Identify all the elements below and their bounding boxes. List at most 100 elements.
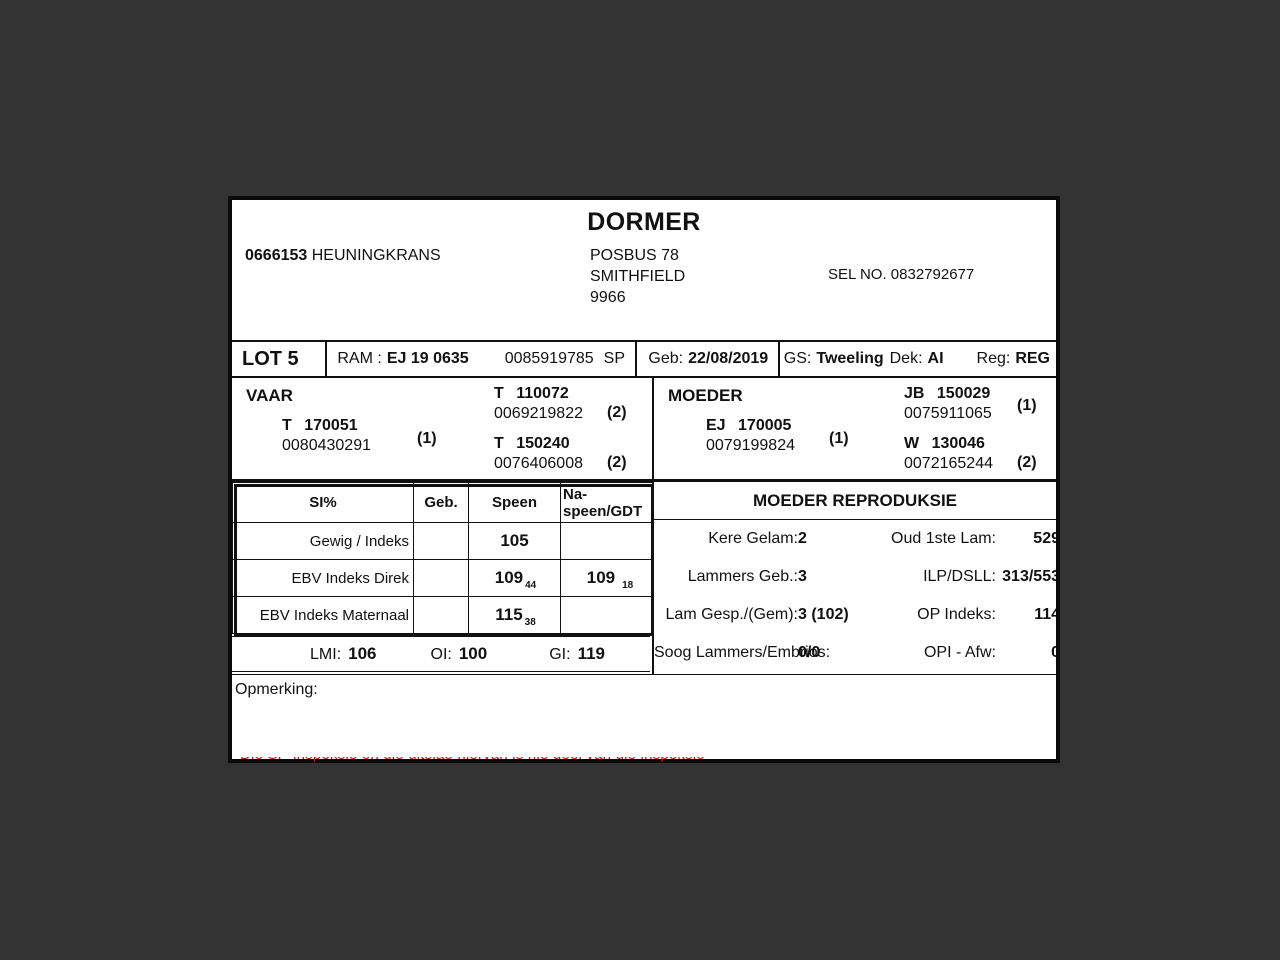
birth-status-cell: GS: Tweeling Dek: AI Reg: REG: [780, 342, 1056, 376]
animal-pedigree-card: DORMER 0666153 HEUNINGKRANS POSBUS 78 SM…: [228, 196, 1060, 763]
ram-label: RAM :: [337, 350, 382, 367]
op-indeks-label: OP Indeks:: [917, 606, 996, 623]
sire-gp-top-regno: 0069219822: [494, 405, 583, 422]
table-row: EBV Indeks Maternaal 115 38: [232, 596, 653, 634]
dam-gp-bottom-regno: 0072165244: [904, 455, 993, 472]
si-header-geb: Geb.: [413, 482, 469, 523]
sire-gp-top-paren: (2): [607, 404, 627, 421]
table-row: EBV Indeks Direk 109 44 109 18: [232, 559, 653, 597]
gi-value: 119: [577, 644, 605, 663]
gi-label: GI:: [549, 646, 571, 663]
sire-parent-regno: 0080430291: [282, 437, 371, 454]
si-table-header-row: SI% Geb. Speen Na-speen/GDT: [232, 482, 653, 523]
lot-identification-row: LOT 5 RAM : EJ 19 0635 0085919785 SP Geb…: [232, 342, 1056, 378]
op-indeks-value: 114: [1034, 606, 1060, 623]
si-ebv-direk-naspeen: 109 18: [560, 559, 653, 597]
address-line-3: 9966: [590, 289, 626, 306]
table-row: Soog Lammers/Embrios: 0/0 OPI - Afw: 0: [654, 634, 1056, 672]
breeder-address: POSBUS 78 SMITHFIELD 9966: [590, 245, 685, 308]
ram-sp-flag: SP: [603, 350, 626, 367]
kere-gelam-label: Kere Gelam:: [708, 530, 798, 547]
gi-item: GI: 119: [549, 644, 605, 664]
lot-number: LOT 5: [232, 342, 328, 376]
si-ebv-maternaal-geb: [413, 596, 469, 634]
oi-value: 100: [458, 644, 488, 663]
ram-tag: EJ 19 0635: [386, 350, 469, 367]
sire-pedigree-panel: VAAR T 170051 0080430291 (1) T 110072 00…: [232, 378, 654, 479]
clipped-footer-text: Die SP-inspeksie en die uitslae hiervan …: [240, 757, 705, 763]
reproduction-table: Kere Gelam: 2 Oud 1ste Lam: 529 Lammers …: [654, 520, 1060, 672]
lmi-item: LMI: 106: [310, 644, 377, 664]
lmi-value: 106: [348, 644, 377, 663]
dam-gp-top-number: 150029: [936, 385, 991, 402]
mating-type-label: Dek:: [889, 350, 923, 367]
si-gewig-speen: 105: [468, 522, 561, 560]
ram-registration-number: 0085919785: [504, 350, 594, 367]
reproduction-title: MOEDER REPRODUKSIE: [654, 482, 1056, 520]
si-ebv-direk-speen: 109 44: [468, 559, 561, 597]
breeder-name: HEUNINGKRANS: [311, 247, 441, 264]
ilp-dsll-value: 313/553: [1002, 568, 1060, 585]
breed-title: DORMER: [587, 208, 701, 236]
dam-pedigree-panel: MOEDER EJ 170005 0079199824 (1) JB 15002…: [654, 378, 1056, 479]
card-header: DORMER 0666153 HEUNINGKRANS POSBUS 78 SM…: [232, 200, 1056, 342]
breeder-line: 0666153 HEUNINGKRANS: [245, 247, 441, 265]
pedigree-row: VAAR T 170051 0080430291 (1) T 110072 00…: [232, 378, 1056, 482]
sire-grandparent-top: T 110072 0069219822: [494, 384, 583, 424]
lam-gesp-value: 3 (102): [798, 606, 849, 623]
sire-gp-bottom-paren: (2): [607, 454, 627, 471]
lam-gesp-label: Lam Gesp./(Gem):: [665, 606, 798, 623]
si-header-speen: Speen: [468, 482, 561, 523]
breeder-code: 0666153: [245, 247, 308, 264]
birth-date-value: 22/08/2019: [688, 350, 769, 367]
oi-label: OI:: [430, 646, 452, 663]
si-header-naspeen: Na-speen/GDT: [560, 482, 653, 523]
table-row: Gewig / Indeks 105: [232, 522, 653, 560]
oi-item: OI: 100: [431, 644, 488, 664]
si-table: SI% Geb. Speen Na-speen/GDT Gewig / Inde…: [232, 482, 653, 634]
birth-status-value: Tweeling: [816, 350, 884, 367]
dam-gp-top-paren: (1): [1017, 397, 1037, 414]
birth-date-cell: Geb: 22/08/2019: [637, 342, 780, 376]
table-row: Lam Gesp./(Gem): 3 (102) OP Indeks: 114: [654, 596, 1060, 634]
sire-gp-top-prefix: T: [494, 385, 504, 402]
sire-parent-number: 170051: [304, 417, 358, 434]
oud-1ste-lam-value: 529: [1033, 530, 1060, 547]
birth-date-label: Geb:: [648, 350, 684, 367]
registration-status-value: REG: [1015, 350, 1050, 367]
si-gewig-geb: [413, 522, 469, 560]
dam-gp-bottom-paren: (2): [1017, 454, 1037, 471]
si-row-label-ebv-maternaal: EBV Indeks Maternaal: [232, 596, 414, 634]
sire-gp-bottom-number: 150240: [516, 435, 570, 452]
mating-type-value: AI: [927, 350, 944, 367]
sire-parent-prefix: T: [282, 417, 292, 434]
oud-1ste-lam-label: Oud 1ste Lam:: [891, 530, 996, 547]
dam-parent-paren: (1): [829, 430, 849, 447]
ram-identification-cell: RAM : EJ 19 0635 0085919785 SP: [327, 342, 638, 376]
reproduction-panel: MOEDER REPRODUKSIE Kere Gelam: 2 Oud 1st…: [654, 482, 1056, 674]
lower-section: SI% Geb. Speen Na-speen/GDT Gewig / Inde…: [232, 482, 1056, 674]
si-ebv-direk-geb: [413, 559, 469, 597]
dam-parent-number: 170005: [738, 417, 792, 434]
ilp-dsll-label: ILP/DSLL:: [923, 568, 996, 585]
lmi-label: LMI:: [310, 646, 342, 663]
si-row-label-gewig: Gewig / Indeks: [232, 522, 414, 560]
birth-status-label: GS:: [783, 350, 812, 367]
si-panel: SI% Geb. Speen Na-speen/GDT Gewig / Inde…: [232, 482, 654, 674]
sire-gp-bottom-prefix: T: [494, 435, 504, 452]
address-line-2: SMITHFIELD: [590, 268, 686, 285]
sire-grandparent-bottom: T 150240 0076406008: [494, 434, 583, 474]
sire-gp-top-number: 110072: [516, 385, 569, 402]
registration-status-label: Reg:: [976, 350, 1011, 367]
cellphone-number: SEL NO. 0832792677: [828, 266, 975, 283]
soog-lammers-value: 0/0: [798, 644, 821, 661]
si-ebv-maternaal-speen: 115 38: [468, 596, 561, 634]
dam-grandparent-bottom: W 130046 0072165244: [904, 434, 993, 474]
sire-parent: T 170051 0080430291: [282, 416, 371, 456]
table-row: Lammers Geb.: 3 ILP/DSLL: 313/553: [654, 558, 1060, 596]
si-header-si: SI%: [232, 482, 414, 523]
dam-parent: EJ 170005 0079199824: [706, 416, 795, 456]
sire-title: VAAR: [246, 386, 293, 405]
si-gewig-naspeen: [560, 522, 653, 560]
index-summary-row: LMI: 106 OI: 100 GI: 119: [232, 636, 650, 672]
